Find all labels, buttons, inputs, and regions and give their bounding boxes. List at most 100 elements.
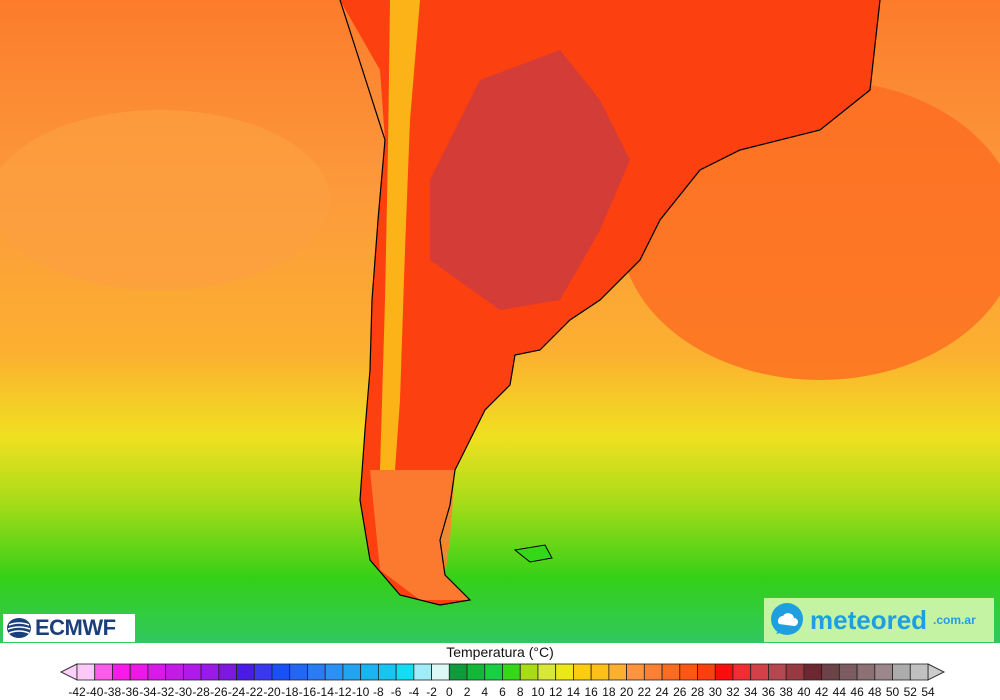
- legend-swatch: [307, 663, 326, 681]
- legend-swatch: [519, 663, 539, 681]
- legend-tick-label: -6: [391, 685, 402, 699]
- legend-tick-label: -26: [210, 685, 228, 699]
- legend-tick-label: -28: [192, 685, 210, 699]
- legend-tick-label: -16: [299, 685, 317, 699]
- legend-tick-label: -8: [373, 685, 384, 699]
- legend-swatch: [732, 663, 752, 681]
- meteored-logo: meteored .com.ar: [764, 598, 994, 642]
- legend-swatch: [182, 663, 202, 681]
- legend-tick-label: 50: [886, 685, 900, 699]
- legend-swatch: [200, 663, 220, 681]
- legend-swatch: [537, 663, 557, 681]
- legend-tick-label: -2: [426, 685, 437, 699]
- legend-swatch: [466, 663, 486, 681]
- legend-tick-label: 8: [517, 685, 524, 699]
- legend-swatch: [448, 663, 468, 681]
- legend-tick-label: 0: [446, 685, 453, 699]
- ecmwf-globe-icon: [7, 618, 31, 638]
- legend-swatch: [874, 663, 893, 681]
- legend-tick-label: 48: [868, 685, 882, 699]
- legend-tick-label: -12: [334, 685, 352, 699]
- legend-swatch: [395, 663, 415, 681]
- legend-tick-label: -38: [104, 685, 122, 699]
- legend-tick-label: 4: [481, 685, 488, 699]
- legend-swatch: [377, 663, 397, 681]
- legend-swatch: [626, 663, 645, 681]
- legend-swatch: [502, 663, 521, 681]
- andes-cool: [380, 0, 420, 470]
- legend-swatch: [271, 663, 291, 681]
- legend-swatch: [324, 663, 344, 681]
- legend-swatch: [643, 663, 663, 681]
- patagonia-south: [370, 470, 470, 600]
- legend-swatch: [112, 663, 131, 681]
- legend-tick-label: 14: [567, 685, 581, 699]
- legend-swatch: [590, 663, 610, 681]
- legend-swatch: [909, 663, 929, 681]
- legend-swatch: [573, 663, 592, 681]
- legend-tick-label: 40: [797, 685, 811, 699]
- legend-tick-label: 30: [709, 685, 723, 699]
- legend-swatch: [289, 663, 308, 681]
- legend-arrow-above: [927, 663, 946, 681]
- legend-tick-label: 10: [531, 685, 545, 699]
- legend-swatch: [608, 663, 628, 681]
- legend-title: Temperatura (°C): [446, 644, 554, 660]
- legend-swatch: [484, 663, 503, 681]
- legend-tick-label: -10: [352, 685, 370, 699]
- legend-tick-label: 28: [691, 685, 705, 699]
- legend-swatch: [856, 663, 876, 681]
- legend-tick-label: 2: [464, 685, 471, 699]
- temperature-map: [0, 0, 1000, 643]
- legend-tick-label: 34: [744, 685, 758, 699]
- legend-swatch: [714, 663, 734, 681]
- legend-swatch: [785, 663, 805, 681]
- legend-tick-label: -18: [281, 685, 299, 699]
- legend-tick-label: -40: [86, 685, 104, 699]
- legend-swatch: [413, 663, 432, 681]
- legend-swatch: [803, 663, 823, 681]
- legend-tick-label: -42: [68, 685, 86, 699]
- hot-interior: [430, 50, 630, 310]
- legend-swatch: [838, 663, 858, 681]
- legend-swatch: [147, 663, 167, 681]
- legend-tick-label: 6: [499, 685, 506, 699]
- legend-swatch: [821, 663, 840, 681]
- legend-swatch: [76, 663, 96, 681]
- legend-swatch: [431, 663, 450, 681]
- legend-swatch: [661, 663, 681, 681]
- legend-tick-label: -20: [263, 685, 281, 699]
- legend-tick-label: -4: [409, 685, 420, 699]
- legend-tick-label: 32: [726, 685, 740, 699]
- meteored-logo-text: meteored: [810, 604, 928, 635]
- legend-tick-label: 24: [655, 685, 669, 699]
- legend-tick-label: -32: [157, 685, 175, 699]
- legend-swatch: [342, 663, 362, 681]
- legend-tick-label: 16: [584, 685, 598, 699]
- legend-swatch: [94, 663, 113, 681]
- legend-swatch: [165, 663, 184, 681]
- legend-tick-label: 22: [638, 685, 652, 699]
- falkland-islands: [513, 544, 553, 563]
- legend-swatch: [555, 663, 574, 681]
- ecmwf-logo: ECMWF: [3, 614, 135, 642]
- legend-tick-label: -22: [246, 685, 264, 699]
- legend-tick-label: -30: [175, 685, 193, 699]
- legend-swatch: [218, 663, 237, 681]
- legend-tick-label: 38: [779, 685, 793, 699]
- legend-tick-label: 42: [815, 685, 829, 699]
- ecmwf-logo-text: ECMWF: [35, 615, 116, 640]
- cool-ocean-west: [0, 110, 330, 290]
- legend-tick-label: 12: [549, 685, 563, 699]
- legend-tick-label: 26: [673, 685, 687, 699]
- temperature-legend: -42 -40 -38 -36 -34 -32 -30 -28 -26 -24 -22 -20 -18-…: [59, 663, 946, 699]
- legend-tick-label: -34: [139, 685, 157, 699]
- legend-swatch: [679, 663, 698, 681]
- legend-tick-label: -24: [228, 685, 246, 699]
- legend-tick-label: 18: [602, 685, 616, 699]
- legend-tick-label: 36: [762, 685, 776, 699]
- legend-swatch: [360, 663, 379, 681]
- legend-tick-label: 46: [850, 685, 864, 699]
- legend-arrow-below: [59, 663, 78, 681]
- legend-swatch: [253, 663, 273, 681]
